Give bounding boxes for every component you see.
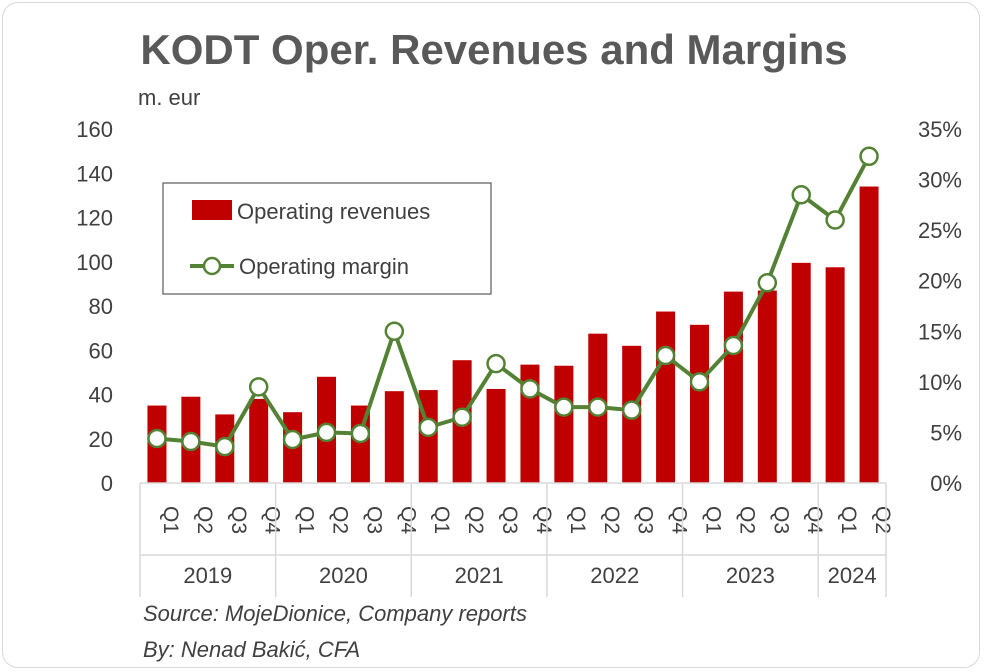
- legend-marker-margin: [202, 256, 222, 276]
- year-label: 2022: [590, 563, 639, 588]
- source-line-1: Source: MojeDionice, Company reports: [143, 601, 527, 626]
- left-tick-label: 80: [89, 294, 113, 319]
- margin-point: [248, 377, 269, 397]
- chart-title: KODT Oper. Revenues and Margins: [140, 26, 847, 73]
- quarter-label: Q1: [837, 506, 860, 534]
- revenue-bar: [249, 398, 269, 483]
- margin-point: [384, 321, 405, 342]
- left-tick-label: 20: [89, 427, 113, 452]
- quarter-label: Q1: [159, 506, 182, 534]
- right-tick-label: 0%: [930, 471, 962, 496]
- right-tick-label: 35%: [918, 117, 962, 142]
- revenue-bar: [825, 267, 845, 483]
- margin-point: [520, 379, 540, 399]
- margin-line: [147, 146, 879, 457]
- quarter-label: Q3: [634, 506, 657, 534]
- margin-point: [655, 345, 676, 366]
- year-label: 2019: [183, 563, 232, 588]
- margin-point: [452, 407, 472, 428]
- quarter-label: Q1: [566, 506, 589, 534]
- margin-point: [825, 210, 845, 230]
- margin-point: [689, 372, 710, 392]
- revenue-bar: [656, 311, 676, 483]
- margin-point: [316, 422, 337, 443]
- left-tick-label: 60: [89, 338, 113, 363]
- quarter-label: Q2: [871, 506, 894, 534]
- quarter-label: Q1: [702, 506, 725, 534]
- quarter-label: Q4: [803, 506, 826, 534]
- right-tick-label: 10%: [918, 370, 962, 395]
- margin-point: [621, 400, 642, 420]
- margin-point: [757, 272, 778, 293]
- quarter-label: Q3: [362, 506, 385, 534]
- year-label: 2024: [828, 563, 877, 588]
- revenue-bar: [723, 291, 743, 483]
- quarter-label: Q3: [498, 506, 521, 534]
- legend-label-margin: Operating margin: [239, 254, 409, 279]
- revenue-bar: [859, 186, 879, 483]
- quarter-label: Q4: [261, 506, 284, 534]
- margin-point: [282, 429, 303, 450]
- margin-point: [181, 431, 201, 452]
- quarter-label: Q1: [430, 506, 453, 534]
- left-tick-label: 160: [76, 117, 113, 142]
- right-tick-label: 20%: [918, 269, 962, 294]
- quarter-label: Q4: [396, 506, 419, 534]
- x-axis: Q1 Q2 Q3 Q4 Q1 Q2 Q3 Q4 Q1 Q2 Q3 Q4 Q1 Q2 Q3 Q4 Q1 Q2 Q3 Q4…: [139, 482, 894, 597]
- margin-point: [723, 335, 744, 356]
- right-tick-label: 15%: [918, 319, 962, 344]
- revenue-bar: [690, 324, 709, 483]
- quarter-label: Q1: [295, 506, 318, 534]
- margin-point: [486, 353, 506, 374]
- year-label: 2020: [319, 563, 368, 588]
- quarter-label: Q3: [769, 506, 792, 534]
- quarter-label: Q3: [227, 506, 250, 534]
- quarter-label: Q2: [464, 506, 487, 534]
- revenue-bar: [554, 365, 574, 483]
- year-label: 2021: [455, 563, 504, 588]
- revenue-bar: [486, 388, 506, 483]
- right-tick-label: 25%: [918, 218, 962, 243]
- margin-point: [859, 146, 879, 167]
- left-tick-label: 100: [76, 250, 113, 275]
- left-tick-label: 140: [76, 161, 113, 186]
- left-tick-label: 0: [101, 471, 113, 496]
- margin-point: [147, 428, 167, 449]
- quarter-label: Q2: [600, 506, 623, 534]
- margin-point: [791, 184, 811, 205]
- margin-point: [588, 397, 608, 417]
- right-axis-ticks: 0% 5% 10% 15% 20% 25% 30% 35%: [918, 117, 962, 496]
- revenue-bar: [791, 262, 811, 483]
- legend: Operating revenues Operating margin: [162, 182, 492, 295]
- revenue-bar: [757, 290, 777, 483]
- right-tick-label: 5%: [930, 420, 962, 445]
- legend-label-revenues: Operating revenues: [237, 199, 430, 224]
- margin-line-path: [156, 155, 871, 449]
- quarter-label: Q4: [532, 506, 555, 534]
- margin-point: [215, 436, 235, 457]
- left-axis-ticks: 0 20 40 60 80 100 120 140 160: [76, 117, 113, 496]
- margin-point: [554, 397, 574, 417]
- legend-swatch-revenues: [192, 200, 232, 220]
- quarter-label: Q2: [193, 506, 216, 534]
- left-tick-label: 40: [89, 383, 113, 408]
- quarter-label: Q2: [735, 506, 758, 534]
- quarter-label: Q2: [329, 506, 352, 534]
- margin-point: [418, 417, 438, 438]
- right-tick-label: 30%: [918, 168, 962, 193]
- unit-label: m. eur: [138, 85, 200, 110]
- margin-point: [350, 423, 371, 444]
- year-label: 2023: [726, 563, 775, 588]
- revenue-bar: [384, 391, 404, 483]
- source-line-2: By: Nenad Bakić, CFA: [143, 637, 360, 662]
- quarter-label: Q4: [668, 506, 691, 534]
- left-tick-label: 120: [76, 206, 113, 231]
